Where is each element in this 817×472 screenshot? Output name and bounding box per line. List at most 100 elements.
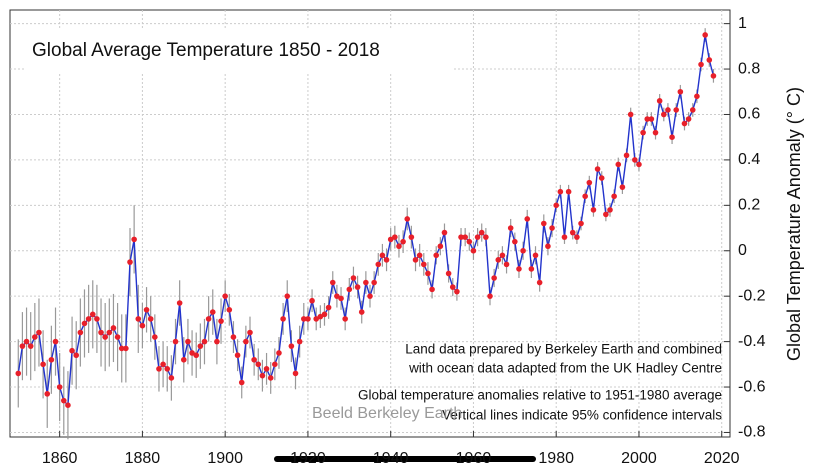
data-point xyxy=(660,111,667,118)
y-tick-label: 0.4 xyxy=(738,151,760,168)
data-point xyxy=(69,347,75,354)
data-point xyxy=(437,243,444,250)
data-point xyxy=(180,356,187,363)
data-point xyxy=(106,329,113,336)
data-point xyxy=(445,270,452,277)
x-tick-label: 1880 xyxy=(125,450,161,467)
data-point xyxy=(594,166,601,172)
data-point xyxy=(325,304,332,311)
data-point xyxy=(247,329,253,336)
data-point xyxy=(234,352,241,359)
data-point xyxy=(214,338,220,345)
data-point xyxy=(251,356,257,363)
data-point xyxy=(44,391,51,397)
data-point xyxy=(363,279,369,286)
data-point xyxy=(644,116,651,122)
data-point xyxy=(565,188,572,195)
data-point xyxy=(305,316,311,322)
data-point xyxy=(412,257,419,263)
data-point xyxy=(263,366,270,372)
data-point xyxy=(516,266,522,272)
data-point xyxy=(483,234,489,240)
data-point xyxy=(598,175,605,181)
annotation: Global temperature anomalies relative to… xyxy=(358,388,722,403)
data-point xyxy=(321,311,328,318)
data-point xyxy=(255,361,262,368)
data-point xyxy=(209,309,216,315)
data-point xyxy=(118,345,125,352)
data-point xyxy=(636,161,642,168)
data-point xyxy=(358,309,365,315)
data-point xyxy=(549,225,555,231)
data-point xyxy=(197,343,204,349)
data-point xyxy=(540,220,547,227)
data-point xyxy=(143,307,150,313)
data-point xyxy=(487,293,493,299)
data-point xyxy=(557,188,564,195)
x-tick-label: 2000 xyxy=(621,450,657,467)
data-point xyxy=(284,293,291,299)
data-point xyxy=(313,316,320,322)
data-point xyxy=(387,236,394,243)
data-point xyxy=(77,329,84,336)
data-point xyxy=(85,316,92,322)
data-point xyxy=(603,211,609,218)
y-tick-label: -0.4 xyxy=(738,333,766,350)
data-point xyxy=(420,261,427,268)
data-point xyxy=(168,375,175,381)
data-point xyxy=(553,202,560,209)
data-point xyxy=(350,275,357,281)
data-point xyxy=(288,343,295,349)
data-point xyxy=(65,402,71,409)
data-point xyxy=(702,32,708,38)
data-point xyxy=(346,286,353,293)
data-point xyxy=(338,295,344,302)
x-tick-label: 1980 xyxy=(538,450,574,467)
data-point xyxy=(425,270,431,277)
data-point xyxy=(342,316,348,322)
plot-frame xyxy=(9,9,731,438)
data-point xyxy=(272,361,278,368)
data-point xyxy=(56,384,63,390)
data-point xyxy=(669,134,675,140)
data-point xyxy=(189,350,195,356)
data-point xyxy=(160,361,166,368)
data-point xyxy=(27,343,34,349)
data-point xyxy=(499,252,506,259)
data-point xyxy=(392,234,398,240)
data-point xyxy=(698,61,704,68)
data-point xyxy=(710,73,717,79)
data-point xyxy=(383,257,390,263)
y-tick-label: -0.8 xyxy=(738,424,766,441)
x-tick-label: 1940 xyxy=(373,450,409,467)
data-point xyxy=(578,220,584,227)
data-point xyxy=(462,234,468,240)
data-point xyxy=(218,318,224,324)
data-point xyxy=(114,334,121,340)
data-point xyxy=(474,234,481,240)
data-point xyxy=(689,107,696,113)
data-point xyxy=(48,356,55,363)
data-point xyxy=(147,316,154,322)
data-point xyxy=(574,234,580,240)
data-point xyxy=(127,259,133,265)
data-point xyxy=(619,184,626,190)
data-point xyxy=(408,234,415,240)
data-point xyxy=(81,320,88,327)
data-point xyxy=(292,370,299,377)
data-point xyxy=(478,229,485,236)
data-point xyxy=(334,293,340,299)
scroll-indicator xyxy=(274,456,536,462)
data-point xyxy=(665,107,671,113)
data-point xyxy=(652,129,659,136)
data-point xyxy=(172,338,179,345)
data-point xyxy=(685,116,692,122)
data-point xyxy=(466,238,473,245)
data-point xyxy=(396,243,402,250)
y-tick-label: 0.8 xyxy=(738,60,760,77)
data-point xyxy=(259,372,266,379)
data-point xyxy=(503,261,510,268)
annotation: Land data prepared by Berkeley Earth and… xyxy=(405,342,722,357)
